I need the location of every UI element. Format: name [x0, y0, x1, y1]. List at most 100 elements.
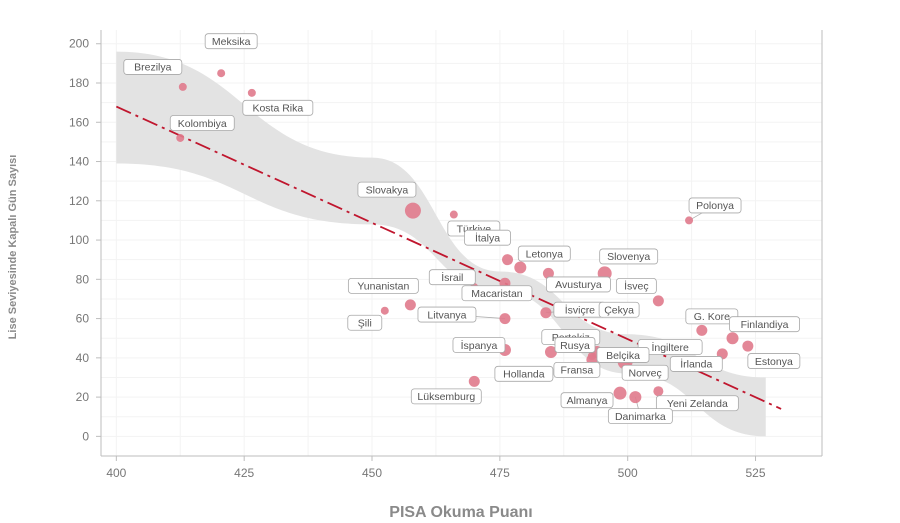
point-label: Şili — [347, 314, 383, 331]
data-point — [514, 261, 527, 274]
point-label-box — [464, 229, 511, 246]
point-label-text: Kosta Rika — [252, 103, 303, 115]
point-label: İrlanda — [669, 356, 723, 372]
x-tick-label: 475 — [490, 466, 510, 480]
data-point — [685, 216, 694, 225]
point-label-text: İtalya — [475, 231, 500, 244]
x-tick-label: 500 — [618, 466, 638, 480]
point-label-text: Meksika — [212, 36, 251, 48]
point-label-box — [494, 365, 554, 382]
data-point — [380, 306, 389, 315]
point-label-box — [410, 388, 482, 405]
y-tick-label: 0 — [82, 429, 89, 443]
point-label-box — [546, 276, 611, 293]
point-label: Brezilya — [123, 59, 183, 75]
point-label-text: Şili — [358, 318, 372, 330]
point-label: Belçika — [596, 347, 650, 363]
point-label: Danimarka — [607, 408, 673, 425]
x-tick-label: 400 — [106, 466, 126, 480]
data-point — [404, 202, 421, 219]
y-tick-label: 100 — [69, 233, 89, 247]
y-tick-label: 80 — [76, 272, 90, 286]
data-point — [696, 324, 708, 336]
point-label: Letonya — [517, 245, 571, 262]
point-label: Yunanistan — [347, 277, 419, 294]
point-label-box — [553, 361, 601, 378]
y-tick-label: 160 — [69, 115, 89, 129]
point-label: Meksika — [204, 33, 258, 50]
data-point — [449, 210, 458, 219]
point-label-text: Macaristan — [471, 288, 523, 300]
point-label-text: Çekya — [604, 305, 634, 317]
point-label-box — [598, 301, 640, 318]
point-label-box — [560, 392, 614, 409]
data-point — [502, 254, 514, 266]
point-label-box — [655, 395, 739, 412]
point-label-text: İsrail — [441, 271, 463, 284]
data-point — [629, 391, 642, 404]
point-label-text: Belçika — [606, 350, 640, 362]
point-label-text: Lüksemburg — [417, 391, 475, 403]
point-label: Litvanya — [417, 306, 477, 323]
point-label: Yeni Zelanda — [655, 395, 739, 412]
point-label-box — [428, 269, 476, 286]
point-label: Rusya — [554, 337, 596, 353]
point-label-box — [123, 59, 183, 75]
point-label-box — [169, 115, 235, 131]
point-label: Slovenya — [599, 248, 659, 265]
point-label-text: Danimarka — [615, 411, 666, 423]
x-tick-label: 425 — [234, 466, 254, 480]
data-point — [217, 69, 226, 78]
x-tick-label: 525 — [746, 466, 766, 480]
point-label: İsveç — [615, 278, 657, 294]
point-label: İngiltere — [637, 339, 703, 355]
point-label-box — [621, 364, 669, 381]
point-label-box — [599, 248, 659, 265]
point-label: Hollanda — [494, 365, 554, 382]
point-label-text: İngiltere — [651, 341, 689, 354]
point-label: Almanya — [560, 392, 614, 409]
x-axis-title: PISA Okuma Puanı — [389, 504, 532, 521]
point-label-box — [347, 277, 419, 294]
point-label-text: İsviçre — [565, 303, 595, 316]
point-label-text: Finlandiya — [741, 319, 789, 331]
point-label-box — [688, 197, 742, 214]
point-label: Slovakya — [357, 181, 417, 198]
point-label-text: Yunanistan — [357, 281, 409, 293]
point-label: Fransa — [553, 361, 601, 378]
point-label-text: Brezilya — [134, 62, 172, 74]
point-label-text: Fransa — [561, 365, 594, 377]
point-label-text: Yeni Zelanda — [667, 398, 728, 410]
point-label-box — [417, 306, 477, 323]
data-point — [587, 351, 596, 360]
point-label-text: Rusya — [560, 340, 590, 352]
point-label-text: Letonya — [526, 248, 564, 260]
point-label-text: Avusturya — [555, 279, 602, 291]
point-label-text: İrlanda — [680, 358, 712, 371]
confidence-band — [116, 51, 766, 437]
point-label-text: Litvanya — [427, 309, 466, 321]
data-point — [540, 307, 552, 319]
data-point — [247, 88, 256, 97]
data-point — [742, 340, 754, 352]
y-tick-label: 60 — [76, 312, 90, 326]
data-point — [178, 82, 187, 91]
data-point — [613, 386, 627, 400]
data-point — [468, 375, 480, 387]
point-label-text: G. Kore — [694, 311, 730, 323]
point-label: Norveç — [621, 364, 669, 381]
data-point — [726, 332, 739, 345]
y-tick-label: 200 — [69, 37, 89, 51]
trend-line — [115, 105, 782, 410]
y-tick-label: 180 — [69, 76, 89, 90]
point-label-box — [637, 339, 703, 355]
point-label-text: Hollanda — [503, 369, 545, 381]
point-label: Finlandiya — [729, 316, 800, 333]
point-label-box — [461, 285, 533, 302]
point-label-box — [517, 245, 571, 262]
point-label-text: Almanya — [567, 395, 608, 407]
y-tick-label: 40 — [76, 351, 90, 365]
point-label: İsrail — [428, 269, 476, 286]
data-point — [176, 133, 185, 142]
